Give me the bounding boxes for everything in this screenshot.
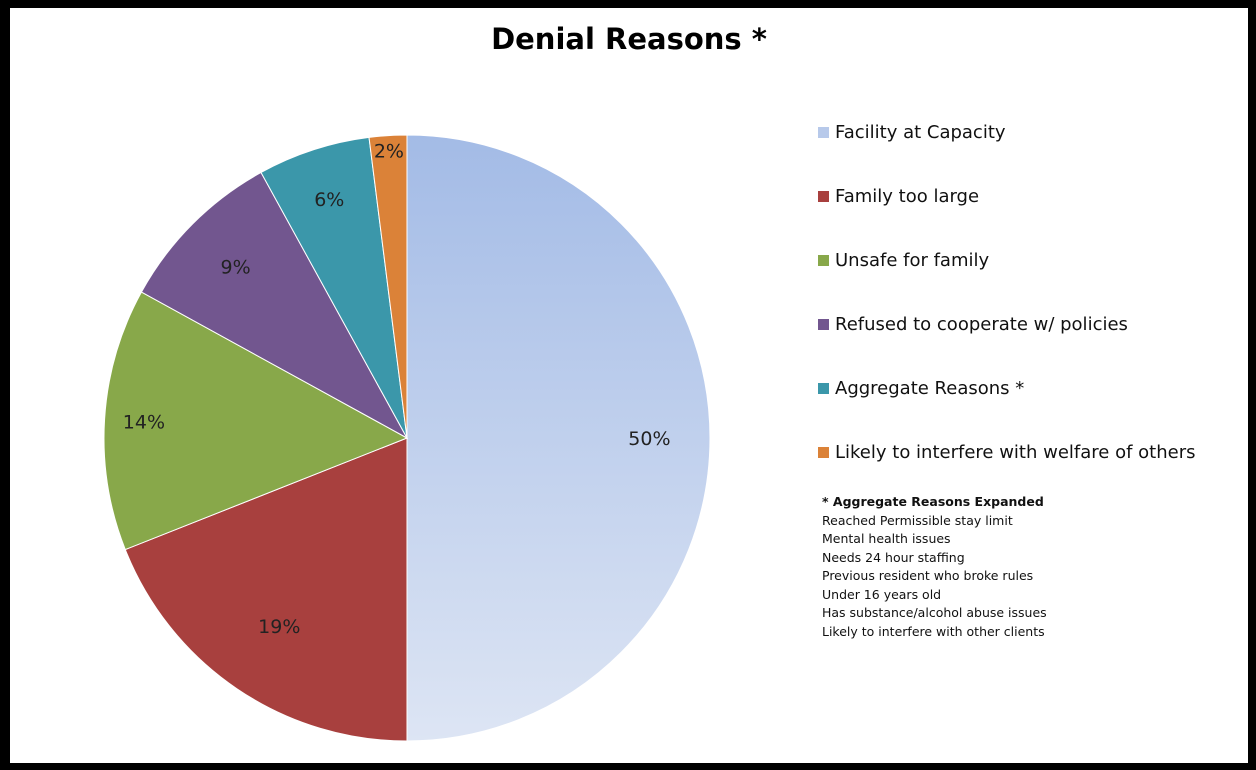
slice-data-label: 9% xyxy=(221,257,251,279)
chart-title: Denial Reasons * xyxy=(491,22,767,56)
legend-item: Unsafe for family xyxy=(818,228,1243,292)
legend-swatch xyxy=(818,318,829,330)
note-line: Previous resident who broke rules xyxy=(822,568,1034,583)
slice-data-label: 6% xyxy=(314,189,344,211)
legend-item: Family too large xyxy=(818,164,1243,228)
slice-data-label: 50% xyxy=(628,428,670,450)
note-title: * Aggregate Reasons Expanded xyxy=(822,494,1044,509)
pie-slice-unsafe-for-family xyxy=(103,291,409,551)
pie-slice-refused-to-cooperate-w-policies xyxy=(140,171,409,440)
legend-label: Aggregate Reasons * xyxy=(835,377,1025,399)
legend-item: Likely to interfere with welfare of othe… xyxy=(818,420,1243,484)
legend-swatch xyxy=(818,190,829,202)
legend-item: Refused to cooperate w/ policies xyxy=(818,292,1243,356)
legend-swatch xyxy=(818,126,829,138)
legend-label: Likely to interfere with welfare of othe… xyxy=(835,441,1196,463)
note-line: Under 16 years old xyxy=(822,586,942,602)
note-line: Has substance/alcohol abuse issues xyxy=(822,605,1047,620)
chart-frame: Denial Reasons * 50% 19% 14% 9% 6% 2% Facilit… xyxy=(10,8,1248,763)
slice-data-label: 2% xyxy=(374,141,404,163)
pie-slice-facility-at-capacity xyxy=(406,134,711,742)
aggregate-reasons-note: * Aggregate Reasons Expanded Reached Per… xyxy=(822,493,1047,641)
pie-chart: 50% 19% 14% 9% 6% 2% xyxy=(103,134,711,742)
pie-slice-family-too-large xyxy=(124,437,408,742)
note-line: Mental health issues xyxy=(822,531,951,546)
legend-swatch xyxy=(818,254,829,266)
chart-legend: Facility at Capacity Family too large Unsa… xyxy=(818,100,1243,484)
note-line: Reached Permissible stay limit xyxy=(822,512,1013,528)
legend-swatch xyxy=(818,446,829,458)
legend-item: Aggregate Reasons * xyxy=(818,356,1243,420)
legend-label: Refused to cooperate w/ policies xyxy=(835,313,1128,335)
note-line: Needs 24 hour staffing xyxy=(822,549,965,565)
slice-data-label: 19% xyxy=(258,616,300,638)
slice-data-label: 14% xyxy=(123,411,165,433)
legend-item: Facility at Capacity xyxy=(818,100,1243,164)
legend-swatch xyxy=(818,382,829,394)
legend-label: Family too large xyxy=(835,185,980,207)
note-line: Likely to interfere with other clients xyxy=(822,623,1045,639)
legend-label: Unsafe for family xyxy=(835,249,990,271)
pie-slice-likely-to-interfere-with-welfare-of-others xyxy=(368,134,408,439)
legend-label: Facility at Capacity xyxy=(835,121,1006,143)
